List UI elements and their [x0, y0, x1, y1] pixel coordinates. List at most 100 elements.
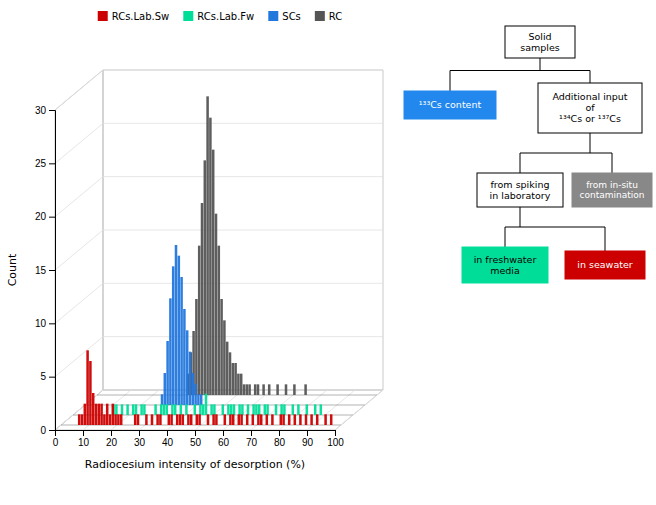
flow-box: [572, 173, 652, 207]
bar: [164, 373, 167, 405]
bar: [64, 425, 67, 426]
bar: [72, 425, 75, 426]
bar: [340, 405, 343, 406]
bar: [313, 425, 316, 426]
bar: [288, 395, 291, 396]
bar: [145, 395, 148, 396]
y-axis: 051015202530: [35, 105, 56, 436]
bar: [166, 404, 169, 415]
bar: [117, 395, 120, 396]
bar: [134, 395, 137, 396]
bar: [338, 395, 341, 396]
bar: [202, 404, 205, 415]
bar: [195, 299, 198, 395]
bar: [137, 414, 140, 425]
bar: [221, 425, 224, 426]
bar: [350, 415, 353, 416]
bar: [310, 395, 313, 396]
bar: [161, 394, 164, 405]
bar: [123, 425, 126, 426]
flow-connector: [520, 133, 612, 173]
bar: [153, 395, 156, 396]
tick-label: 100: [327, 437, 344, 448]
annotation: Solidsamples: [520, 31, 560, 53]
bar: [73, 415, 76, 416]
tick: 5: [40, 371, 55, 382]
bar: [200, 394, 203, 405]
bar: [175, 245, 178, 405]
bar: [126, 404, 129, 415]
bar: [276, 384, 279, 395]
bar: [351, 405, 354, 406]
bar: [266, 414, 269, 425]
bar: [81, 414, 84, 425]
tick-mark: [307, 430, 308, 436]
bar: [84, 404, 87, 425]
tick: 100: [327, 430, 344, 448]
bar: [174, 404, 177, 415]
bar: [108, 395, 111, 396]
bar: [275, 404, 278, 415]
tick-label: 5: [40, 371, 46, 382]
bar: [271, 395, 274, 396]
tick-mark: [83, 430, 84, 436]
tick-mark: [335, 430, 336, 436]
bar: [252, 404, 255, 415]
bar: [125, 395, 128, 396]
flowchart: Solidsamples¹³³Cs contentAdditional inpu…: [404, 26, 652, 283]
bar: [372, 395, 375, 396]
bar: [189, 352, 192, 405]
tick-mark: [49, 163, 55, 164]
bar: [332, 395, 335, 396]
bar: [129, 415, 132, 416]
bar: [258, 404, 261, 415]
flow-box: [565, 251, 645, 279]
tick-label: 90: [302, 437, 314, 448]
bar: [252, 414, 255, 425]
series-baseline: [97, 395, 377, 396]
bar: [282, 395, 285, 396]
bar: [310, 414, 313, 425]
tick-label: 30: [134, 437, 146, 448]
tick-label: 60: [218, 437, 230, 448]
bar: [327, 425, 330, 426]
tick: 40: [162, 430, 174, 448]
bar: [248, 384, 251, 395]
bar: [213, 404, 216, 415]
tick-label: 15: [35, 265, 47, 276]
series-baseline: [61, 425, 341, 426]
legend-item: SCs: [268, 11, 301, 22]
bar: [132, 404, 135, 415]
grid: [55, 70, 383, 430]
bar: [346, 395, 349, 396]
bar: [122, 395, 125, 396]
x-axis: 0102030405060708090100: [53, 430, 345, 448]
bar: [186, 330, 189, 405]
flow-box: [477, 173, 563, 207]
bar: [249, 425, 252, 426]
bar: [165, 425, 168, 426]
bar: [374, 395, 377, 396]
bar: [114, 414, 117, 425]
bar: [172, 266, 175, 405]
bar: [314, 404, 317, 415]
tick: 25: [35, 158, 55, 169]
bar: [348, 405, 351, 406]
bar: [92, 393, 95, 425]
grid-line: [307, 390, 355, 430]
tick-label: 0: [53, 437, 59, 448]
tick-mark: [49, 217, 55, 218]
bar: [326, 405, 329, 406]
tick-label: 50: [190, 437, 202, 448]
bar: [366, 395, 369, 396]
tick-mark: [251, 430, 252, 436]
bar: [218, 425, 221, 426]
bar: [204, 425, 207, 426]
bar: [212, 414, 215, 425]
bar: [209, 118, 212, 395]
bar: [254, 425, 257, 426]
grid-line: [195, 390, 243, 430]
bar: [304, 384, 307, 395]
flow-box: [505, 26, 575, 58]
tick: 20: [35, 211, 55, 222]
